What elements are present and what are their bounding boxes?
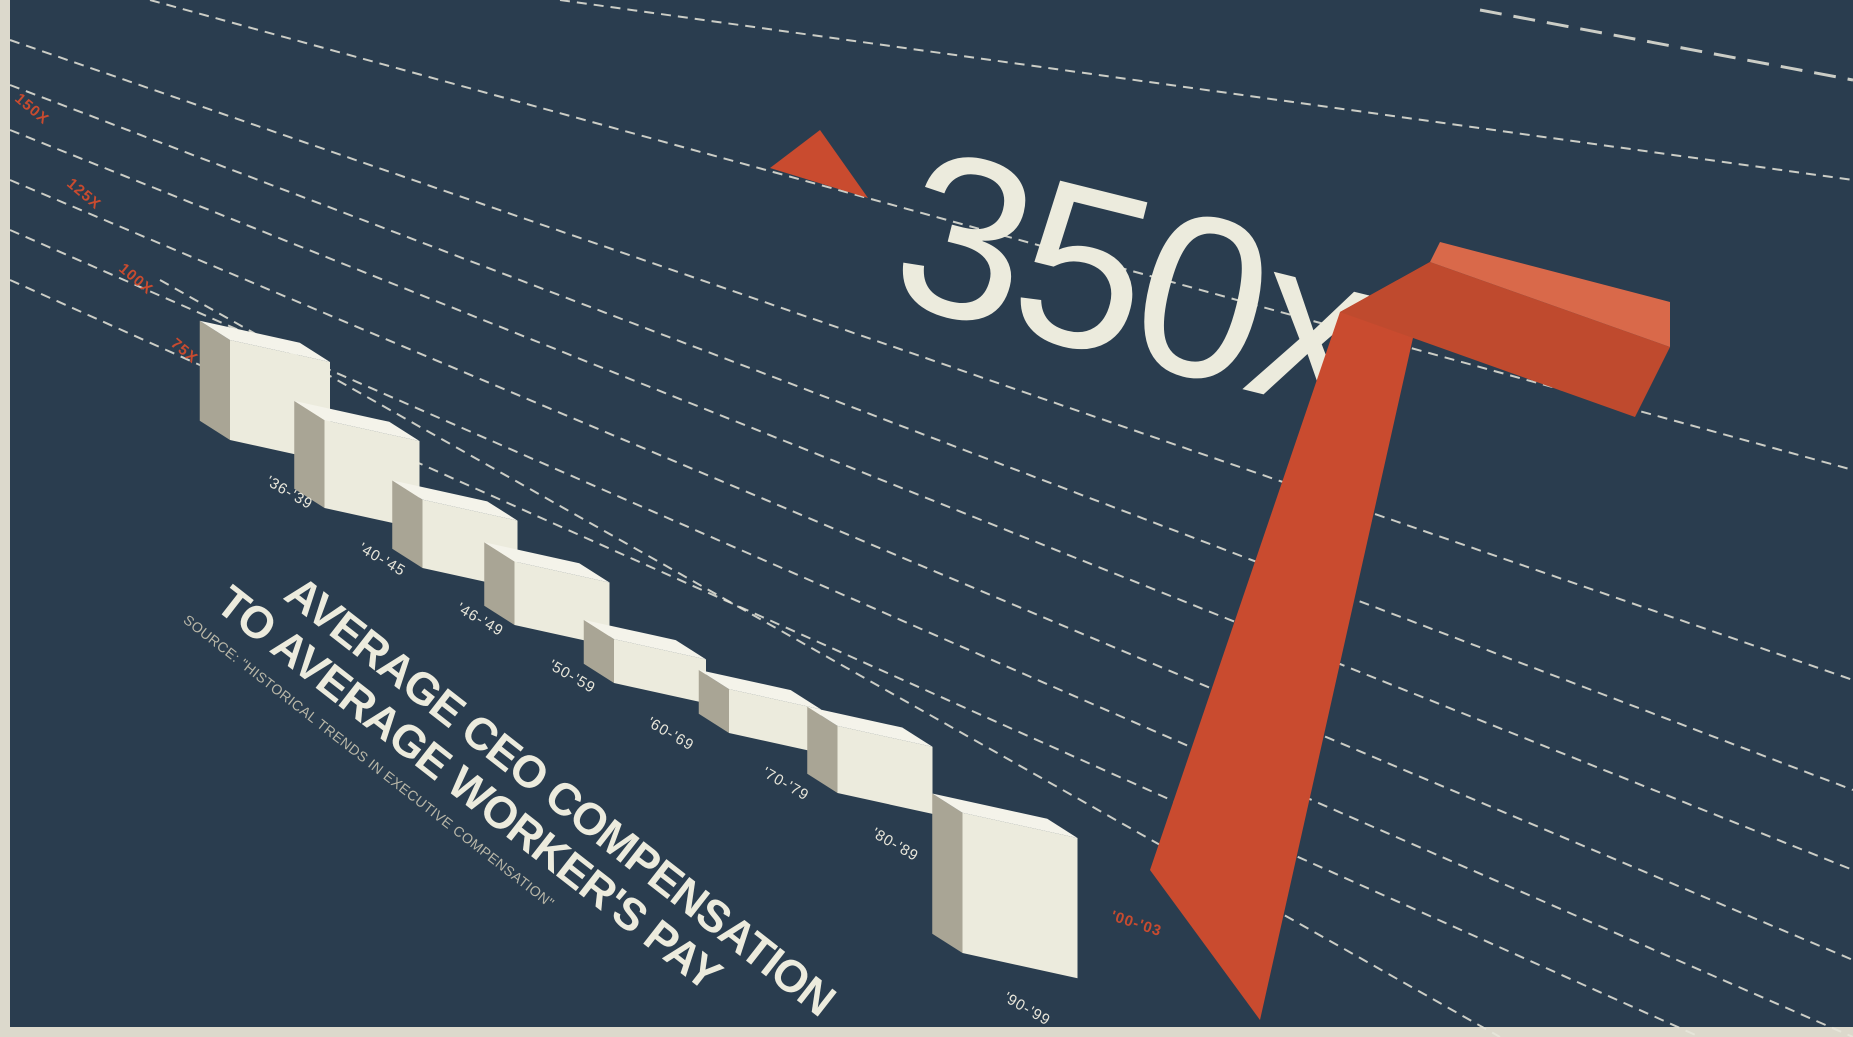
grid-line-2 (9, 39, 1853, 681)
bar-top-face (484, 542, 610, 583)
bar-top-face (807, 706, 933, 747)
bar-side-face (698, 669, 729, 733)
bar-'36-'39 (199, 320, 330, 462)
bar-'60-'69 (583, 619, 706, 704)
highlight-marker-icon (770, 130, 868, 198)
highlight-bar-front-face (1150, 262, 1430, 1020)
bar-'70-'79 (698, 669, 821, 754)
highlight-bar-side-face (1340, 262, 1670, 417)
grid-line-5 (9, 179, 1853, 961)
bar-top-face (583, 619, 706, 660)
grid-line-3 (9, 84, 1853, 791)
bar-'90-'99 (932, 793, 1078, 979)
grid-line-6 (9, 229, 1853, 1037)
bar-top-face (932, 793, 1078, 838)
bar-top-face (698, 669, 821, 710)
bar-front-face (614, 639, 706, 704)
bar-front-face (729, 689, 821, 754)
grid-line-top (1479, 8, 1853, 82)
grid-line-4 (9, 129, 1853, 871)
bar-'00-'03 (1150, 242, 1670, 1020)
bars (199, 242, 1670, 1020)
bar-front-face (837, 725, 933, 814)
bar-top-face (392, 480, 518, 521)
highlight-bar-top-face (1430, 242, 1670, 347)
chart-panel (10, 0, 1853, 1027)
bar-side-face (199, 320, 230, 440)
bar-side-face (294, 400, 325, 508)
bar-'80-'89 (807, 706, 933, 814)
bar-side-face (392, 480, 423, 568)
grid-line-1 (149, 0, 1853, 471)
bar-side-face (583, 619, 614, 683)
bar-top-face (294, 400, 420, 442)
bar-top-face (199, 320, 330, 362)
bar-side-face (807, 706, 838, 793)
bar-side-face (932, 793, 963, 953)
bar-front-face (962, 812, 1078, 979)
bar-side-face (484, 542, 515, 625)
grid-line-9 (559, 0, 1853, 181)
